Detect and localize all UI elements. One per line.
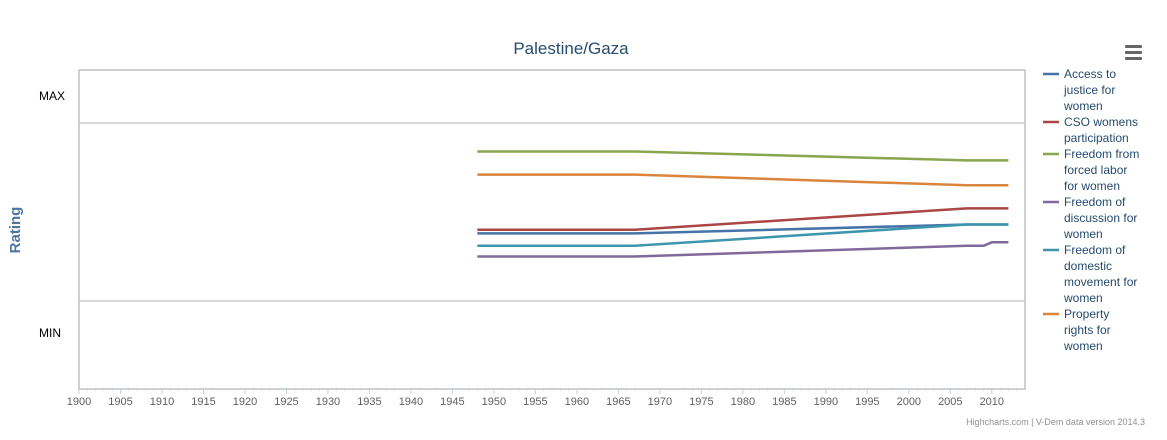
- legend-label: justice for: [1063, 83, 1115, 97]
- series-lines: [477, 150, 1009, 258]
- x-tick-label: 1975: [689, 396, 713, 408]
- legend-label: participation: [1064, 131, 1129, 145]
- x-tick-label: 1960: [565, 396, 589, 408]
- x-tick-label: 1935: [357, 396, 381, 408]
- legend-label: women: [1063, 227, 1103, 241]
- credits-text[interactable]: Highcharts.com | V-Dem data version 2014…: [966, 417, 1145, 427]
- x-tick-label: 1990: [814, 396, 838, 408]
- x-tick-label: 1995: [855, 396, 879, 408]
- x-tick-label: 1970: [648, 396, 672, 408]
- legend-label: women: [1063, 339, 1103, 353]
- x-tick-label: 1920: [233, 396, 257, 408]
- x-tick-label: 1915: [191, 396, 215, 408]
- legend-label: women: [1063, 291, 1103, 305]
- legend-item-5[interactable]: Freedom of domestic movement for women: [1043, 243, 1137, 305]
- x-tick-label: 1905: [108, 396, 132, 408]
- grid: [79, 122, 1025, 302]
- legend-label: movement for: [1064, 275, 1137, 289]
- legend-label: Access to: [1064, 67, 1116, 81]
- legend-label: Freedom of: [1064, 243, 1126, 257]
- x-tick-label: 1940: [399, 396, 423, 408]
- legend-item-2[interactable]: CSO womens participation: [1043, 115, 1138, 145]
- chart-title: Palestine/Gaza: [513, 39, 629, 58]
- x-tick-label: 1985: [772, 396, 796, 408]
- series-line-2[interactable]: [477, 207, 1009, 232]
- legend-item-4[interactable]: Freedom of discussion for women: [1043, 195, 1137, 241]
- series-line-3[interactable]: [477, 150, 1009, 162]
- legend-item-6[interactable]: Property rights for women: [1043, 307, 1111, 353]
- hamburger-menu-icon: [1125, 45, 1142, 48]
- legend-label: domestic: [1064, 259, 1112, 273]
- legend-label: women: [1063, 99, 1103, 113]
- legend-label: forced labor: [1064, 163, 1127, 177]
- legend-label: Property: [1064, 307, 1109, 321]
- x-tick-label: 1965: [606, 396, 630, 408]
- y-axis-title: Rating: [7, 207, 24, 254]
- legend-label: rights for: [1064, 323, 1111, 337]
- y-tick-label: MAX: [39, 89, 65, 103]
- series-line-4[interactable]: [477, 241, 1009, 258]
- x-tick-label: 1980: [731, 396, 755, 408]
- legend-label: Freedom of: [1064, 195, 1126, 209]
- x-tick-label: 1930: [316, 396, 340, 408]
- legend-label: for women: [1064, 179, 1120, 193]
- x-tick-label: 2005: [938, 396, 962, 408]
- legend-item-3[interactable]: Freedom from forced labor for women: [1043, 147, 1139, 193]
- menu-button[interactable]: [1120, 40, 1148, 64]
- x-tick-label: 1950: [482, 396, 506, 408]
- legend: Access to justice for women CSO womens parti…: [1043, 67, 1139, 353]
- x-tick-label: 1945: [440, 396, 464, 408]
- x-tick-label: 2010: [980, 396, 1004, 408]
- series-line-5[interactable]: [477, 223, 1009, 248]
- x-tick-label: 1900: [67, 396, 91, 408]
- y-axis-labels: MAX MIN: [39, 89, 65, 340]
- series-line-6[interactable]: [477, 173, 1009, 187]
- legend-label: Freedom from: [1064, 147, 1139, 161]
- x-tick-label: 1910: [150, 396, 174, 408]
- legend-label: CSO womens: [1064, 115, 1138, 129]
- x-tick-label: 1955: [523, 396, 547, 408]
- legend-item-1[interactable]: Access to justice for women: [1043, 67, 1116, 113]
- y-tick-label: MIN: [39, 326, 61, 340]
- x-tick-label: 1925: [274, 396, 298, 408]
- x-tick-label: 2000: [897, 396, 921, 408]
- x-axis: 1900 1905 1910 1915 1920 1925 1930 1935 1940 1945…: [67, 389, 1018, 408]
- legend-label: discussion for: [1064, 211, 1137, 225]
